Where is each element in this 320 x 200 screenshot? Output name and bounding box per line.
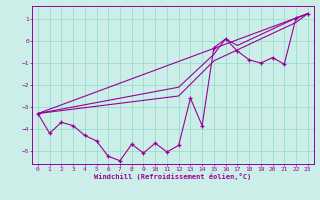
X-axis label: Windchill (Refroidissement éolien,°C): Windchill (Refroidissement éolien,°C) [94,173,252,180]
